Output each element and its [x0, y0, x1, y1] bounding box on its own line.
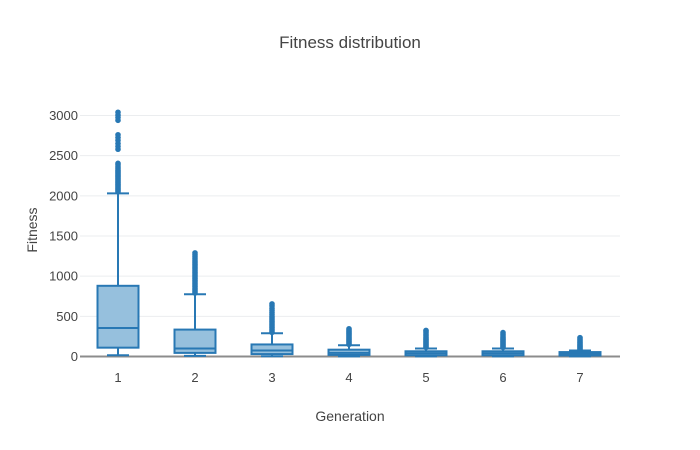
x-tick-label: 4 — [345, 370, 352, 385]
outlier-dot — [423, 327, 429, 334]
outlier-dot — [577, 334, 583, 341]
box-plot-gen-2[interactable] — [173, 250, 217, 357]
iqr-box — [96, 284, 140, 349]
outlier-dot — [346, 325, 352, 332]
iqr-box — [250, 343, 294, 356]
x-tick-label: 5 — [422, 370, 429, 385]
y-tick-label: 1000 — [49, 269, 78, 284]
outlier-dot — [115, 109, 121, 116]
box-plot-gen-3[interactable] — [250, 301, 294, 358]
outlier-dot — [500, 329, 506, 336]
outlier-dot — [269, 301, 275, 307]
x-tick-label: 6 — [499, 370, 506, 385]
outlier-dot — [115, 160, 121, 167]
iqr-box — [173, 328, 217, 354]
box-plot-gen-7[interactable] — [558, 334, 602, 358]
x-tick-label: 7 — [576, 370, 583, 385]
y-tick-label: 0 — [71, 349, 78, 364]
x-tick-label: 1 — [114, 370, 121, 385]
box-plot-gen-6[interactable] — [481, 329, 525, 358]
box-plot-gen-5[interactable] — [404, 327, 448, 358]
x-tick-label: 2 — [191, 370, 198, 385]
y-tick-label: 500 — [56, 309, 78, 324]
chart-title: Fitness distribution — [279, 33, 421, 52]
y-tick-label: 2500 — [49, 148, 78, 163]
x-axis-title: Generation — [315, 408, 385, 424]
y-axis-title: Fitness — [24, 207, 40, 253]
box-plot-gen-4[interactable] — [327, 325, 371, 358]
box-plot-gen-1[interactable] — [96, 109, 140, 357]
outlier-dot — [115, 131, 121, 138]
x-tick-label: 3 — [268, 370, 275, 385]
outlier-dot — [192, 250, 198, 256]
y-tick-label: 3000 — [49, 108, 78, 123]
y-tick-label: 1500 — [49, 229, 78, 244]
y-tick-label: 2000 — [49, 188, 78, 203]
